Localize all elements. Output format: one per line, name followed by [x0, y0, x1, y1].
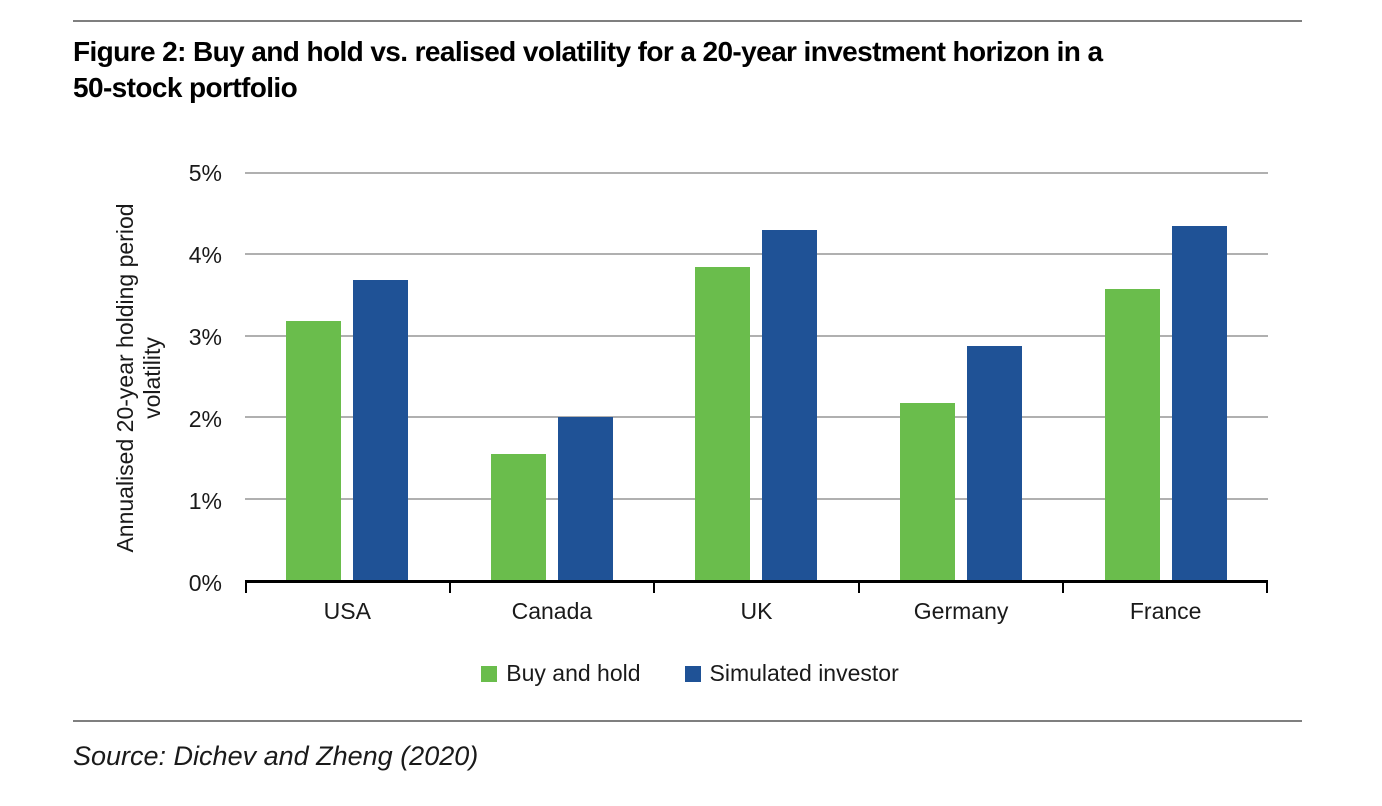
y-tick-label-5: 5% [188, 160, 222, 186]
bar-group-uk [654, 173, 859, 580]
x-axis-tick [245, 580, 247, 593]
legend: Buy and hold Simulated investor [112, 660, 1268, 687]
bar-uk-simulated-investor [762, 229, 818, 580]
bar-canada-buy-and-hold [490, 453, 546, 580]
figure-title: Figure 2: Buy and hold vs. realised vola… [73, 34, 1318, 106]
bar-groups [245, 173, 1268, 580]
y-tick-label-0: 0% [188, 570, 222, 596]
source-note: Source: Dichev and Zheng (2020) [73, 741, 479, 771]
bar-group-france [1063, 173, 1268, 580]
x-axis-label-uk: UK [740, 598, 773, 624]
figure-title-line-1: Figure 2: Buy and hold vs. realised vola… [73, 36, 1103, 67]
bar-usa-buy-and-hold [286, 321, 342, 580]
bar-france-simulated-investor [1171, 225, 1227, 580]
top-divider [73, 20, 1302, 22]
y-tick-label-1: 1% [188, 488, 222, 514]
bar-group-canada [450, 173, 655, 580]
figure-title-line-2: 50-stock portfolio [73, 72, 298, 103]
y-tick-label-3: 3% [188, 324, 222, 350]
x-axis-label-canada: Canada [511, 598, 593, 624]
legend-item-simulated-investor: Simulated investor [684, 660, 899, 687]
bar-group-usa [245, 173, 450, 580]
bar-canada-simulated-investor [557, 417, 613, 580]
bar-group-germany [859, 173, 1064, 580]
x-axis-tick [1266, 580, 1268, 593]
y-tick-label-2: 2% [188, 406, 222, 432]
legend-swatch-buy-and-hold [481, 665, 498, 682]
gridline [245, 172, 1268, 174]
x-axis-label-france: France [1129, 598, 1202, 624]
y-axis-tick-labels: 5% 4% 3% 2% 1% 0% [0, 161, 222, 595]
y-tick-label-4: 4% [188, 242, 222, 268]
x-axis-tick [1062, 580, 1065, 593]
bar-france-buy-and-hold [1104, 288, 1160, 580]
x-axis-label-germany: Germany [913, 598, 1009, 624]
plot-area [245, 172, 1268, 593]
gridline [245, 253, 1268, 256]
legend-item-buy-and-hold: Buy and hold [481, 660, 641, 687]
x-axis-tick [448, 580, 451, 593]
bottom-divider [73, 720, 1302, 722]
x-axis-label-usa: USA [323, 598, 371, 624]
gridline [245, 334, 1268, 337]
x-axis-labels: USA Canada UK Germany France [245, 598, 1268, 625]
bar-uk-buy-and-hold [695, 266, 751, 580]
gridline [245, 416, 1268, 419]
legend-label-simulated-investor: Simulated investor [709, 660, 899, 686]
bar-germany-simulated-investor [967, 346, 1023, 580]
bar-usa-simulated-investor [353, 280, 409, 580]
x-axis-tick [857, 580, 860, 593]
legend-swatch-simulated-investor [684, 665, 701, 682]
bar-germany-buy-and-hold [900, 403, 956, 580]
legend-label-buy-and-hold: Buy and hold [506, 660, 641, 686]
gridline [245, 497, 1268, 500]
x-axis-tick [653, 580, 656, 593]
